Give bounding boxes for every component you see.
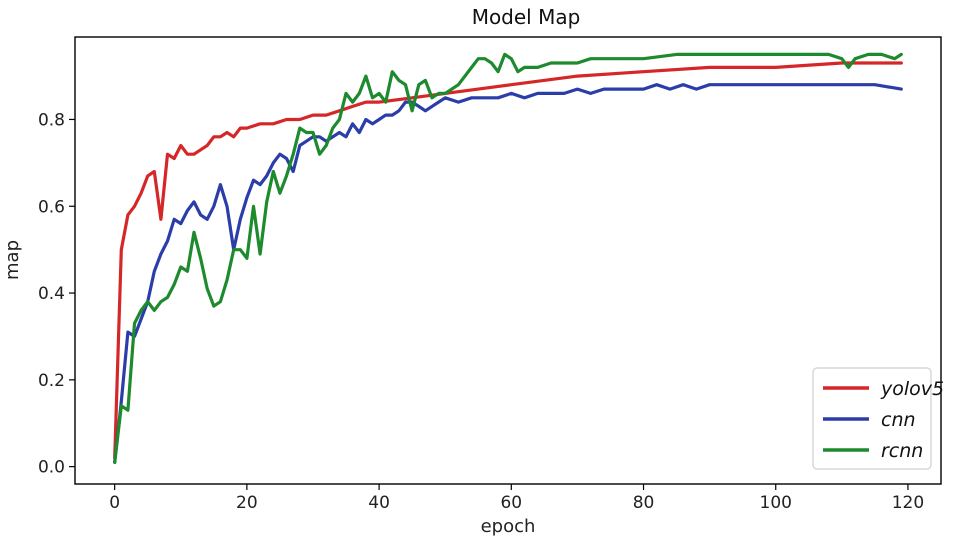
- y-tick-label: 0.2: [38, 371, 65, 391]
- x-axis-label: epoch: [481, 516, 536, 537]
- series-line-yolov5: [113, 61, 903, 460]
- legend: yolov5 cnn rcnn: [812, 367, 944, 470]
- x-tick-label: 0: [109, 493, 120, 513]
- legend-box: [812, 367, 932, 470]
- y-axis-label: map: [2, 240, 23, 280]
- x-tick-label: 40: [368, 493, 390, 513]
- plot-area: [113, 52, 903, 464]
- x-tick-label: 20: [236, 493, 258, 513]
- legend-label-yolov5: yolov5: [880, 378, 944, 400]
- y-tick-label: 0.4: [38, 284, 65, 304]
- y-tick-label: 0.0: [38, 458, 65, 478]
- legend-label-rcnn: rcnn: [881, 440, 923, 462]
- x-tick-label: 120: [892, 493, 924, 513]
- x-tick-label: 60: [500, 493, 522, 513]
- x-tick-label: 80: [633, 493, 655, 513]
- series-line-cnn: [113, 83, 903, 464]
- series-line-rcnn: [113, 52, 903, 464]
- x-tick-label: 100: [760, 493, 792, 513]
- y-tick-label: 0.6: [38, 197, 65, 217]
- chart-title: Model Map: [472, 5, 581, 29]
- y-tick-label: 0.8: [38, 110, 65, 130]
- axis-ticks: 0 20 40 60 80 100 120 0.0 0.2 0.4 0.6 0.8: [38, 110, 924, 513]
- axes-frame: [74, 36, 942, 485]
- legend-label-cnn: cnn: [881, 409, 916, 431]
